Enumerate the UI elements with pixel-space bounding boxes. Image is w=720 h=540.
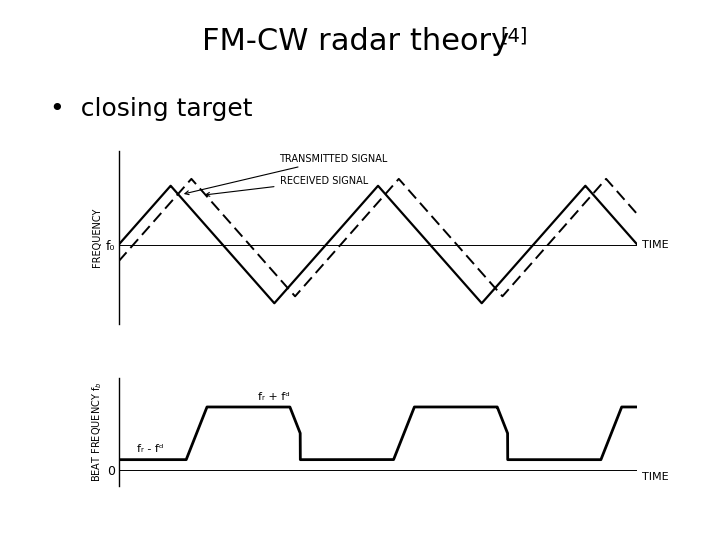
Text: TIME: TIME — [642, 240, 669, 249]
Text: FM-CW radar theory: FM-CW radar theory — [202, 27, 518, 56]
Y-axis label: FREQUENCY: FREQUENCY — [92, 208, 102, 267]
Text: •  closing target: • closing target — [50, 97, 253, 121]
Text: TIME: TIME — [642, 472, 669, 482]
Text: fᵣ + fᵈ: fᵣ + fᵈ — [258, 392, 290, 402]
Text: RECEIVED SIGNAL: RECEIVED SIGNAL — [206, 176, 368, 196]
Text: TRANSMITTED SIGNAL: TRANSMITTED SIGNAL — [185, 153, 388, 194]
Text: [4]: [4] — [500, 27, 528, 46]
Text: fᵣ - fᵈ: fᵣ - fᵈ — [138, 444, 164, 454]
Y-axis label: BEAT FREQUENCY f$_b$: BEAT FREQUENCY f$_b$ — [90, 382, 104, 482]
